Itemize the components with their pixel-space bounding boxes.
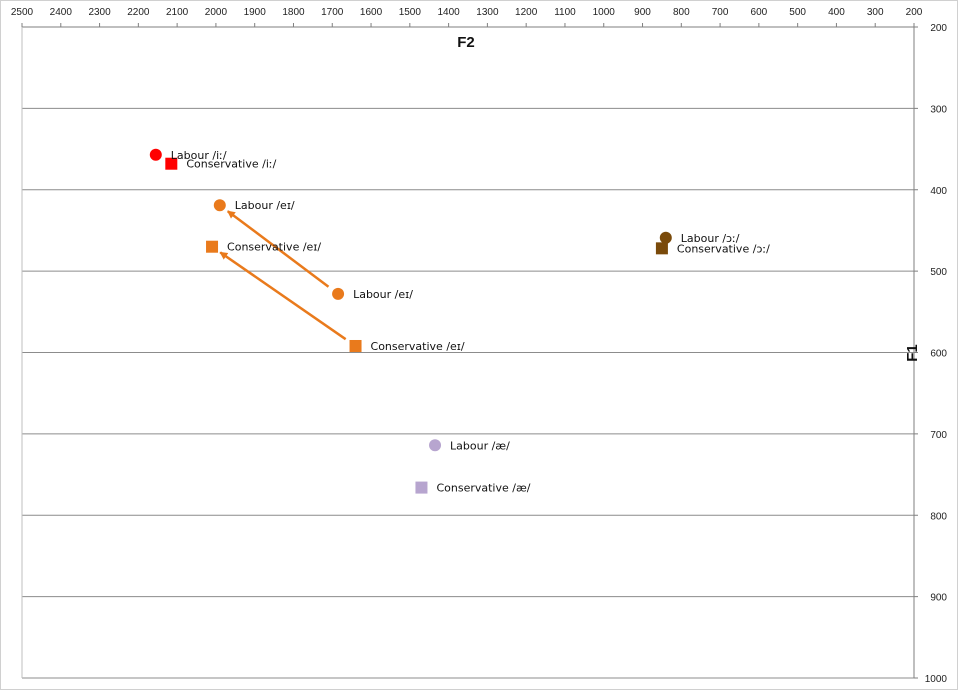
data-point-square [655, 242, 668, 255]
y-tick-label: 500 [930, 267, 947, 278]
data-point-label: Labour /æ/ [450, 439, 510, 452]
x-tick-label: 800 [673, 7, 690, 18]
y-tick-label: 800 [930, 511, 947, 522]
x-tick-label: 400 [828, 7, 845, 18]
data-point-label: Labour /ɔː/ [681, 232, 740, 245]
grid-layer [22, 107, 914, 679]
shift-arrow [226, 210, 330, 288]
y-axis-title: F1 [904, 344, 921, 362]
x-tick-label: 2000 [205, 7, 228, 18]
data-point-square [349, 339, 362, 352]
x-tick-label: 1200 [515, 7, 538, 18]
mark-layer [149, 148, 672, 494]
y-tick-label: 400 [930, 186, 947, 197]
data-point-circle [429, 439, 442, 452]
x-tick-label: 1800 [282, 7, 305, 18]
data-point-label: Conservative /ɔː/ [677, 242, 770, 255]
label-layer: Labour /iː/Conservative /iː/Labour /eɪ/C… [171, 149, 770, 495]
x-tick-label: 300 [867, 7, 884, 18]
x-axis-title: F2 [457, 34, 475, 51]
y-tick-label: 1000 [925, 674, 948, 685]
data-point-label: Conservative /æ/ [436, 482, 530, 495]
data-point-label: Labour /eɪ/ [235, 199, 295, 212]
x-tick-label: 200 [906, 7, 923, 18]
data-point-square [206, 240, 219, 253]
data-point-square [165, 157, 178, 170]
x-tick-label: 1100 [554, 7, 576, 18]
data-point-circle [659, 231, 672, 244]
x-tick-label: 2200 [127, 7, 150, 18]
y-tick-label: 900 [930, 593, 947, 604]
x-tick-label: 1400 [437, 7, 460, 18]
data-point-label: Conservative /iː/ [186, 158, 276, 171]
arrow-layer [219, 210, 347, 341]
y-tick-label: 600 [930, 349, 947, 360]
x-tick-label: 600 [751, 7, 768, 18]
x-tick-label: 1900 [244, 7, 267, 18]
x-tick-label: 900 [634, 7, 651, 18]
y-tick-label: 300 [930, 104, 947, 115]
data-point-label: Conservative /eɪ/ [371, 340, 465, 353]
y-tick-label: 700 [930, 430, 947, 441]
x-tick-label: 1000 [593, 7, 616, 18]
data-point-circle [149, 148, 162, 161]
x-tick-label: 500 [789, 7, 806, 18]
x-tick-label: 2300 [88, 7, 111, 18]
data-point-label: Labour /eɪ/ [353, 288, 413, 301]
x-tick-label: 1500 [399, 7, 422, 18]
x-tick-label: 1300 [476, 7, 499, 18]
x-tick-label: 2400 [50, 7, 73, 18]
x-tick-label: 2100 [166, 7, 189, 18]
data-point-label: Labour /iː/ [171, 149, 227, 162]
x-tick-label: 1700 [321, 7, 344, 18]
x-tick-label: 700 [712, 7, 729, 18]
shift-arrow [219, 251, 347, 341]
data-point-label: Conservative /eɪ/ [227, 241, 321, 254]
x-tick-label: 1600 [360, 7, 383, 18]
data-point-square [415, 481, 428, 494]
data-point-circle [213, 199, 226, 212]
y-tick-label: 200 [930, 23, 947, 34]
data-point-circle [332, 287, 345, 300]
x-tick-label: 2500 [11, 7, 34, 18]
axis-layer: 2500 2400 2300 2200 2100 2000 1900 1800 1700 1600… [11, 7, 948, 685]
